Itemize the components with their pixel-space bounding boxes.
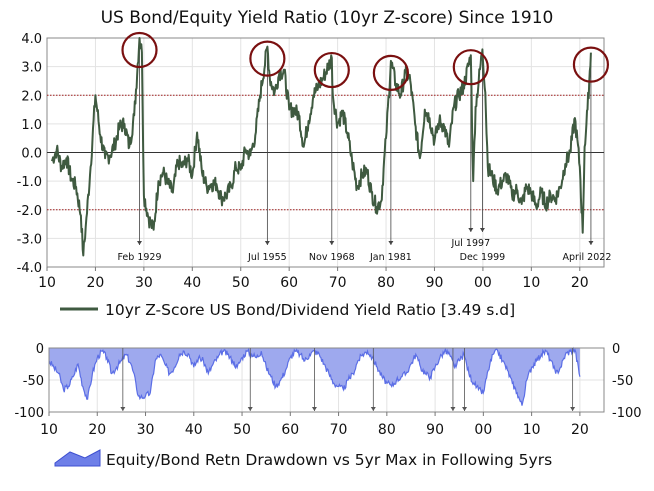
bottom-plot-frame xyxy=(48,347,605,413)
bottom-y-tick-label-right: -100 xyxy=(612,406,642,421)
bottom-y-axis-left: 0 -50 -100 xyxy=(14,342,44,421)
top-x-axis: 10 20 30 40 50 60 70 80 90 00 10 20 xyxy=(38,267,589,291)
top-chart-title: US Bond/Equity Yield Ratio (10yr Z-score… xyxy=(101,8,554,28)
bottom-legend-swatch xyxy=(54,449,101,467)
top-x-tick-label: 10 xyxy=(522,275,540,291)
top-y-tick-label: 3.0 xyxy=(21,61,42,76)
bottom-x-tick-label: 50 xyxy=(233,422,251,438)
top-peak-circle xyxy=(249,40,286,77)
top-x-tick-label: 10 xyxy=(38,275,56,291)
top-peak-circle xyxy=(372,54,409,92)
top-annotation-arrowhead xyxy=(588,241,594,245)
top-annotation-labels: Feb 1929 Jul 1955 Nov 1968 Jan 1981 Jul 1997… xyxy=(117,238,611,263)
top-x-tick-label: 70 xyxy=(329,275,347,291)
top-y-tick-label: -1.0 xyxy=(17,175,42,190)
top-x-tick-label: 20 xyxy=(87,275,105,291)
top-annotation-arrowhead xyxy=(137,241,143,245)
bottom-series-area xyxy=(49,348,580,406)
top-annotation-arrowhead xyxy=(264,241,270,245)
top-y-tick-label: 0.0 xyxy=(21,147,42,162)
bottom-x-tick-label: 00 xyxy=(474,422,492,438)
bottom-x-tick-label: 60 xyxy=(281,422,299,438)
bottom-y-tick-label-left: -100 xyxy=(14,406,44,421)
top-peak-circle xyxy=(572,46,610,83)
top-peak-circle xyxy=(121,31,158,69)
top-legend-label: 10yr Z-Score US Bond/Dividend Yield Rati… xyxy=(105,301,515,319)
bottom-marker-arrowhead xyxy=(450,407,456,411)
bottom-x-tick-label: 40 xyxy=(185,422,203,438)
top-y-tick-label: 1.0 xyxy=(21,118,42,133)
bottom-legend: Equity/Bond Retn Drawdown vs 5yr Max in … xyxy=(54,449,552,469)
bottom-y-axis-right: 0 -50 -100 xyxy=(612,342,642,421)
top-annotation-arrowhead xyxy=(479,228,485,232)
bottom-x-tick-label: 10 xyxy=(40,422,58,438)
bottom-x-tick-label: 20 xyxy=(571,422,589,438)
top-y-tick-label: 2.0 xyxy=(21,89,42,104)
bottom-marker-arrowhead xyxy=(311,407,317,411)
top-y-tick-label: 4.0 xyxy=(21,32,42,47)
bottom-x-tick-label: 10 xyxy=(523,422,541,438)
bottom-x-tick-label: 30 xyxy=(137,422,155,438)
top-x-tick-label: 90 xyxy=(426,275,444,291)
bottom-x-tick-label: 80 xyxy=(378,422,396,438)
bottom-marker-arrowhead xyxy=(570,407,576,411)
top-annotation-arrowhead xyxy=(468,228,474,232)
top-annotation-label: Jul 1955 xyxy=(247,252,287,263)
top-y-tick-label: -3.0 xyxy=(17,232,42,247)
top-x-tick-label: 80 xyxy=(377,275,395,291)
top-annotation-label: Jan 1981 xyxy=(369,252,412,263)
top-annotation-label: Feb 1929 xyxy=(117,252,161,263)
top-annotation-label: Dec 1999 xyxy=(460,252,506,263)
bottom-y-tick-label-left: 0 xyxy=(36,342,44,357)
bottom-y-tick-label-right: -50 xyxy=(612,374,633,389)
bottom-marker-arrowhead xyxy=(247,407,253,411)
top-annotation-label: Jul 1997 xyxy=(450,238,490,249)
top-x-tick-label: 60 xyxy=(280,275,298,291)
bottom-y-tick-label-left: -50 xyxy=(23,374,44,389)
bottom-chart: 0-50-100 0-50-100 10 20 30 40 50 60 70 80 90 00 10… xyxy=(14,342,641,469)
top-x-tick-label: 50 xyxy=(232,275,250,291)
top-series-line xyxy=(50,37,592,257)
bottom-marker-arrowhead xyxy=(462,407,468,411)
bottom-legend-label: Equity/Bond Retn Drawdown vs 5yr Max in … xyxy=(106,451,552,469)
top-annotation-label: Nov 1968 xyxy=(309,252,355,263)
top-x-tick-label: 20 xyxy=(571,275,589,291)
top-reference-lines xyxy=(47,94,604,211)
top-legend: 10yr Z-Score US Bond/Dividend Yield Rati… xyxy=(60,301,515,319)
top-annotation-arrows xyxy=(137,46,594,245)
top-peak-circles xyxy=(121,31,610,92)
bottom-y-tick-label-right: 0 xyxy=(612,342,620,357)
bottom-x-tick-label: 20 xyxy=(88,422,106,438)
top-series-group xyxy=(50,37,592,257)
top-annotation-label: April 2022 xyxy=(562,252,611,263)
bottom-x-tick-label: 70 xyxy=(330,422,348,438)
top-annotation-arrowhead xyxy=(329,241,335,245)
top-annotation-arrowhead xyxy=(388,241,394,245)
top-y-tick-label: -4.0 xyxy=(17,261,42,276)
top-peak-circle xyxy=(313,51,350,89)
top-x-tick-label: 00 xyxy=(474,275,492,291)
top-chart: US Bond/Equity Yield Ratio (10yr Z-score… xyxy=(17,8,612,319)
bottom-marker-arrows xyxy=(120,348,576,411)
bottom-marker-arrowhead xyxy=(120,407,126,411)
bottom-x-axis: 10 20 30 40 50 60 70 80 90 00 10 20 xyxy=(40,412,589,438)
top-peak-circle xyxy=(452,49,489,86)
bottom-marker-arrowhead xyxy=(370,407,376,411)
bottom-x-tick-label: 90 xyxy=(426,422,444,438)
top-y-tick-label: -2.0 xyxy=(17,204,42,219)
top-y-axis: 4.0 3.0 2.0 1.0 0.0 -1.0 -2.0 -3.0 -4.0 xyxy=(17,32,42,276)
top-x-tick-label: 30 xyxy=(135,275,153,291)
top-x-tick-label: 40 xyxy=(183,275,201,291)
